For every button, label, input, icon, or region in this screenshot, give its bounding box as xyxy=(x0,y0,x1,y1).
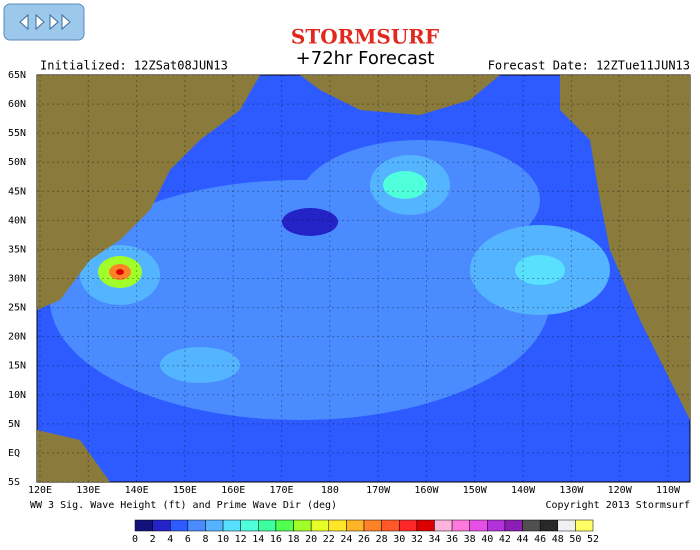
legend-label: 32 xyxy=(411,534,423,545)
legend-label: 28 xyxy=(376,534,388,545)
legend-swatch xyxy=(504,519,523,532)
legend-label: 48 xyxy=(552,534,564,545)
legend-swatch xyxy=(169,519,189,532)
lat-label: 50N xyxy=(8,157,26,168)
legend-label: 38 xyxy=(464,534,476,545)
lat-label: 5S xyxy=(8,477,20,488)
legend-label: 2 xyxy=(150,534,156,545)
legend-swatch xyxy=(434,519,453,532)
legend-swatch xyxy=(152,519,171,532)
legend-swatch xyxy=(363,519,382,532)
initialized: Initialized: 12ZSat08JUN13 xyxy=(40,59,228,73)
lon-label: 180 xyxy=(321,485,339,496)
legend-swatch xyxy=(451,519,470,532)
lon-label: 150E xyxy=(173,485,197,496)
legend-label: 0 xyxy=(132,534,138,545)
lat-label: 55N xyxy=(8,128,26,139)
legend-label: 14 xyxy=(252,534,264,545)
legend-swatch xyxy=(522,519,541,532)
lon-label: 140W xyxy=(511,485,536,496)
legend-swatch xyxy=(293,519,312,532)
legend-label: 10 xyxy=(217,534,229,545)
legend-label: 22 xyxy=(323,534,335,545)
legend-label: 40 xyxy=(481,534,493,545)
copyright: Copyright 2013 Stormsurf xyxy=(546,500,691,511)
lat-label: 20N xyxy=(8,332,26,343)
legend-swatch xyxy=(381,519,400,532)
legend-label: 24 xyxy=(340,534,352,545)
map xyxy=(36,74,691,483)
lat-label: 25N xyxy=(8,303,26,314)
lon-label: 170E xyxy=(269,485,293,496)
caption: WW 3 Sig. Wave Height (ft) and Prime Wav… xyxy=(30,500,337,511)
lat-label: 35N xyxy=(8,244,26,255)
legend-label: 4 xyxy=(167,534,173,545)
lat-label: 65N xyxy=(8,70,26,81)
legend-swatch xyxy=(557,519,576,532)
lon-label: 150W xyxy=(463,485,488,496)
lon-label: 140E xyxy=(125,485,149,496)
lon-label: 120W xyxy=(608,485,633,496)
legend-label: 20 xyxy=(305,534,317,545)
legend-label: 44 xyxy=(517,534,529,545)
legend-swatch xyxy=(398,519,418,532)
legend-label: 30 xyxy=(393,534,405,545)
lon-label: 130W xyxy=(559,485,584,496)
legend-label: 12 xyxy=(235,534,247,545)
legend-label: 34 xyxy=(428,534,440,545)
legend-label: 42 xyxy=(499,534,511,545)
lat-label: 40N xyxy=(8,215,26,226)
nav-buttons[interactable] xyxy=(3,3,85,41)
legend-swatch xyxy=(222,519,241,532)
lon-label: 170W xyxy=(366,485,391,496)
legend-label: 18 xyxy=(288,534,300,545)
legend-swatch xyxy=(134,519,153,532)
legend-swatch xyxy=(487,519,506,532)
legend-label: 46 xyxy=(534,534,546,545)
lon-label: 160W xyxy=(414,485,439,496)
lat-label: 45N xyxy=(8,186,26,197)
map-title: +72hr Forecast xyxy=(296,48,435,69)
legend-label: 52 xyxy=(587,534,599,545)
legend-swatch xyxy=(328,519,347,532)
legend-swatch xyxy=(416,519,435,532)
legend-swatch xyxy=(310,519,330,532)
lat-label: 10N xyxy=(8,390,26,401)
lat-label: 30N xyxy=(8,274,26,285)
lat-label: 60N xyxy=(8,99,26,110)
legend-swatch xyxy=(240,519,259,532)
legend-swatch xyxy=(346,519,365,532)
legend-label: 8 xyxy=(202,534,208,545)
legend-label: 50 xyxy=(569,534,581,545)
legend-swatch xyxy=(575,519,594,532)
brand: STORMSURF xyxy=(291,25,439,49)
legend-swatch xyxy=(187,519,206,532)
forecast-date: Forecast Date: 12ZTue11JUN13 xyxy=(488,59,690,73)
legend-swatch xyxy=(205,519,224,532)
legend-label: 36 xyxy=(446,534,458,545)
lat-label: EQ xyxy=(8,448,20,459)
legend-label: 16 xyxy=(270,534,282,545)
legend-swatch xyxy=(539,519,559,532)
legend-swatch xyxy=(469,519,488,532)
legend-swatch xyxy=(275,519,294,532)
lon-label: 160E xyxy=(221,485,245,496)
lon-label: 120E xyxy=(28,485,52,496)
legend-label: 26 xyxy=(358,534,370,545)
legend-swatch xyxy=(258,519,277,532)
lat-label: 15N xyxy=(8,361,26,372)
legend-label: 6 xyxy=(185,534,191,545)
lat-label: 5N xyxy=(8,419,20,430)
lon-label: 130E xyxy=(76,485,100,496)
lon-label: 110W xyxy=(656,485,681,496)
